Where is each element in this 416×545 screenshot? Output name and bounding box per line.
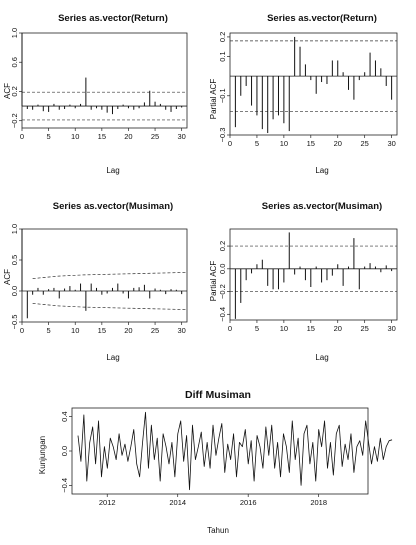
pacf-return-xtick-label: 15	[307, 139, 315, 148]
pacf-return-ytick-label: −0.3	[218, 128, 227, 143]
acf-return-frame	[21, 32, 188, 129]
pacf-musiman-frame	[229, 228, 398, 321]
pacf-return-ytick-label: 0.2	[218, 32, 227, 42]
diff-musiman-title: Diff Musiman	[185, 389, 251, 401]
pacf-return-xtick-label: 10	[280, 139, 288, 148]
acf-return-panel: 0 5 10 15 20 25 30 −0.2 0.2 0.6 1.0	[10, 28, 188, 141]
diff-musiman-xtick-label: 2016	[240, 498, 257, 507]
acf-musiman-xtick-label: 15	[98, 326, 106, 335]
pacf-musiman-ytick-label: −0.4	[218, 307, 227, 322]
pacf-return-ytick-label: 0.1	[218, 51, 227, 61]
pacf-return-panel: 0 5 10 15 20 25 30 −0.3 −0.1 0.1 0.2	[218, 32, 398, 148]
diff-musiman-panel: 2012 2014 2016 2018 −0.4 0.0 0.4	[60, 407, 393, 507]
acf-return-ytick-label: 1.0	[10, 28, 19, 38]
acf-return-ylabel: ACF	[3, 83, 12, 99]
pacf-musiman-xtick-label: 15	[307, 324, 315, 333]
acf-musiman-xtick-label: 20	[124, 326, 132, 335]
acf-musiman-ytick-label: 0.5	[10, 255, 19, 265]
acf-return-xtick-label: 20	[124, 132, 132, 141]
acf-musiman-ytick-label: 1.0	[10, 224, 19, 234]
acf-musiman-xtick-label: 5	[47, 326, 51, 335]
pacf-musiman-xtick-label: 30	[387, 324, 395, 333]
acf-return-xtick-label: 10	[71, 132, 79, 141]
diff-musiman-ytick-label: 0.0	[60, 446, 69, 456]
pacf-musiman-xlabel: Lag	[315, 353, 328, 362]
diff-musiman-ytick-label: 0.4	[60, 411, 69, 421]
acf-musiman-xtick-label: 30	[178, 326, 186, 335]
diff-musiman-xtick-label: 2012	[99, 498, 116, 507]
acf-return-xtick-label: 15	[98, 132, 106, 141]
pacf-return-frame	[229, 32, 398, 136]
acf-return-xtick-label: 30	[178, 132, 186, 141]
acf-musiman-xlabel: Lag	[106, 353, 119, 362]
acf-musiman-ci-upper	[32, 272, 188, 279]
pacf-return-ylabel: Partial ACF	[209, 79, 218, 120]
acf-musiman-ytick-label: −0.5	[10, 315, 19, 330]
acf-musiman-panel: 0 5 10 15 20 25 30 −0.5 0.0 0.5 1.0	[10, 224, 188, 335]
acf-musiman-ytick-label: 0.0	[10, 286, 19, 296]
acf-musiman-xtick-label: 25	[151, 326, 159, 335]
acf-return-ytick-label: −0.2	[10, 113, 19, 128]
acf-return-xlabel: Lag	[106, 166, 119, 175]
pacf-musiman-ytick-label: −0.2	[218, 284, 227, 299]
diff-musiman-series-line	[77, 411, 393, 491]
diff-musiman-xtick-label: 2018	[310, 498, 327, 507]
pacf-return-xtick-label: 0	[228, 139, 232, 148]
pacf-return-ytick-label: −0.1	[218, 88, 227, 103]
pacf-return-xtick-label: 30	[387, 139, 395, 148]
pacf-return-xtick-label: 20	[334, 139, 342, 148]
pacf-musiman-xtick-label: 20	[334, 324, 342, 333]
acf-musiman-xtick-label: 10	[71, 326, 79, 335]
diff-musiman-xlabel: Tahun	[207, 526, 229, 535]
diff-musiman-ylabel: Kunjungan	[38, 436, 47, 474]
pacf-return-xlabel: Lag	[315, 166, 328, 175]
acf-musiman-frame	[21, 228, 188, 323]
diff-musiman-ytick-label: −0.4	[60, 478, 69, 493]
diff-musiman-frame	[71, 407, 369, 495]
acf-musiman-ci-lower	[32, 303, 188, 310]
pacf-return-xtick-label: 5	[255, 139, 259, 148]
acf-return-ytick-label: 0.6	[10, 57, 19, 67]
acf-musiman-title: Series as.vector(Musiman)	[53, 201, 173, 212]
pacf-musiman-xtick-label: 5	[255, 324, 259, 333]
pacf-musiman-xtick-label: 25	[361, 324, 369, 333]
acf-musiman-xtick-label: 0	[20, 326, 24, 335]
diff-musiman-xtick-label: 2014	[169, 498, 186, 507]
pacf-musiman-ytick-label: 0.2	[218, 241, 227, 251]
pacf-return-title: Series as.vector(Return)	[267, 13, 377, 24]
acf-return-title: Series as.vector(Return)	[58, 13, 168, 24]
acf-return-xtick-label: 0	[20, 132, 24, 141]
pacf-musiman-xtick-label: 10	[280, 324, 288, 333]
pacf-musiman-panel: 0 5 10 15 20 25 30 −0.4 −0.2 0.0 0.2	[218, 228, 398, 333]
acf-return-ytick-label: 0.2	[10, 86, 19, 96]
pacf-musiman-title: Series as.vector(Musiman)	[262, 201, 382, 212]
pacf-musiman-xtick-label: 0	[228, 324, 232, 333]
pacf-musiman-ylabel: Partial ACF	[209, 261, 218, 302]
pacf-musiman-ytick-label: 0.0	[218, 264, 227, 274]
acf-musiman-ylabel: ACF	[3, 269, 12, 285]
acf-return-xtick-label: 5	[47, 132, 51, 141]
pacf-return-xtick-label: 25	[361, 139, 369, 148]
acf-return-xtick-label: 25	[151, 132, 159, 141]
